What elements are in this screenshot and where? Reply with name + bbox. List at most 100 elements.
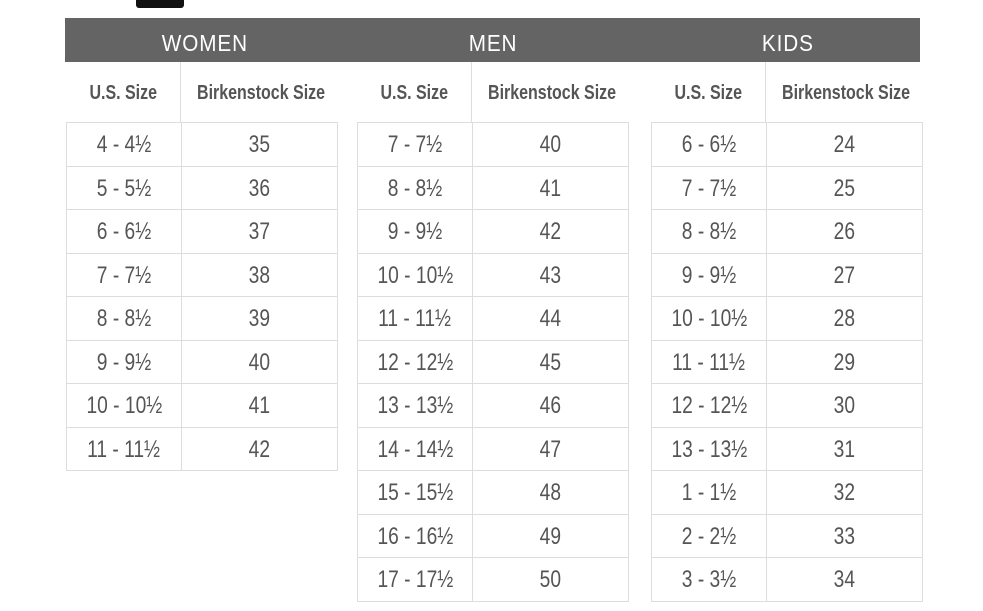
us-size-cell: 9 - 9½ (67, 340, 182, 383)
table-row: 6 - 6½ 24 (652, 123, 922, 167)
birkenstock-size-cell: 43 (539, 261, 562, 289)
us-size-cell: 6 - 6½ (67, 210, 182, 253)
us-size-header: U.S. Size (89, 82, 157, 104)
us-size-cell: 11 - 11½ (652, 340, 767, 383)
us-size-cell: 7 - 7½ (652, 166, 767, 209)
us-size-cell: 10 - 10½ (652, 297, 767, 340)
men-title: MEN (468, 30, 518, 56)
us-size-cell: 12 - 12½ (358, 340, 473, 383)
birkenstock-size-cell: 33 (833, 522, 856, 550)
birkenstock-size-cell: 36 (248, 174, 271, 202)
birkenstock-size-header: Birkenstock Size (197, 82, 326, 104)
table-row: 10 - 10½ 28 (652, 297, 922, 341)
table-row: 7 - 7½ 38 (67, 253, 337, 297)
table-row: 11 - 11½ 42 (67, 427, 337, 471)
us-size-cell: 15 - 15½ (358, 471, 473, 514)
us-size-cell: 13 - 13½ (652, 427, 767, 470)
us-size-cell: 4 - 4½ (67, 123, 182, 166)
birkenstock-size-cell: 50 (539, 566, 562, 593)
table-row: 10 - 10½ 41 (67, 384, 337, 428)
us-size-header: U.S. Size (380, 82, 448, 104)
table-row: 13 - 13½ 46 (358, 384, 628, 428)
table-row: 10 - 10½ 43 (358, 253, 628, 297)
table-row: 2 - 2½ 33 (652, 514, 922, 558)
birkenstock-size-cell: 39 (248, 305, 271, 332)
birkenstock-size-cell: 45 (539, 348, 562, 376)
us-size-cell: 9 - 9½ (358, 210, 473, 253)
us-size-cell: 3 - 3½ (652, 558, 767, 601)
birkenstock-size-header: Birkenstock Size (488, 82, 617, 104)
birkenstock-size-cell: 37 (248, 218, 271, 245)
us-size-cell: 17 - 17½ (358, 558, 473, 601)
birkenstock-size-cell: 26 (833, 218, 856, 245)
us-size-cell: 12 - 12½ (652, 384, 767, 427)
birkenstock-size-cell: 29 (833, 348, 856, 376)
table-row: 12 - 12½ 45 (358, 340, 628, 384)
size-rows: 7 - 7½ 40 8 - 8½ 41 9 - 9½ 42 10 - 10½ 43 11 - 1… (357, 122, 629, 602)
birkenstock-size-cell: 27 (833, 261, 856, 289)
table-row: 6 - 6½ 37 (67, 210, 337, 254)
birkenstock-size-cell: 49 (539, 522, 562, 550)
header-divider (765, 62, 766, 122)
table-row: 11 - 11½ 44 (358, 297, 628, 341)
table-row: 14 - 14½ 47 (358, 427, 628, 471)
birkenstock-size-cell: 24 (833, 131, 856, 158)
birkenstock-size-cell: 32 (833, 479, 856, 506)
birkenstock-size-cell: 47 (539, 435, 562, 463)
birkenstock-size-cell: 30 (833, 392, 856, 419)
table-row: 8 - 8½ 39 (67, 297, 337, 341)
header-divider (471, 62, 472, 122)
birkenstock-size-cell: 42 (248, 435, 271, 463)
zoom-tooltip: Zoom (136, 0, 184, 8)
table-row: 16 - 16½ 49 (358, 514, 628, 558)
birkenstock-size-cell: 28 (833, 305, 856, 332)
birkenstock-size-cell: 42 (539, 218, 562, 245)
table-row: 7 - 7½ 40 (358, 123, 628, 167)
birkenstock-size-cell: 46 (539, 392, 562, 419)
table-row: 1 - 1½ 32 (652, 471, 922, 515)
table-row: 9 - 9½ 27 (652, 253, 922, 297)
us-size-cell: 6 - 6½ (652, 123, 767, 166)
us-size-cell: 11 - 11½ (67, 427, 182, 470)
us-size-cell: 14 - 14½ (358, 427, 473, 470)
us-size-cell: 1 - 1½ (652, 471, 767, 514)
table-row: 9 - 9½ 42 (358, 210, 628, 254)
us-size-cell: 10 - 10½ (358, 253, 473, 296)
birkenstock-size-cell: 35 (248, 131, 271, 158)
birkenstock-size-cell: 38 (248, 261, 271, 289)
us-size-cell: 8 - 8½ (358, 166, 473, 209)
us-size-cell: 2 - 2½ (652, 514, 767, 557)
birkenstock-size-cell: 40 (248, 348, 271, 376)
birkenstock-size-cell: 48 (539, 479, 562, 506)
us-size-cell: 7 - 7½ (67, 253, 182, 296)
us-size-cell: 8 - 8½ (652, 210, 767, 253)
us-size-cell: 16 - 16½ (358, 514, 473, 557)
table-row: 7 - 7½ 25 (652, 166, 922, 210)
kids-title: KIDS (761, 30, 814, 56)
us-size-cell: 9 - 9½ (652, 253, 767, 296)
table-row: 4 - 4½ 35 (67, 123, 337, 167)
size-rows: 4 - 4½ 35 5 - 5½ 36 6 - 6½ 37 7 - 7½ 38 8 - 8½ 39… (66, 122, 338, 471)
table-row: 8 - 8½ 41 (358, 166, 628, 210)
birkenstock-size-cell: 44 (539, 305, 562, 332)
size-rows: 6 - 6½ 24 7 - 7½ 25 8 - 8½ 26 9 - 9½ 27 10 - 10½… (651, 122, 923, 602)
us-size-cell: 11 - 11½ (358, 297, 473, 340)
table-row: 5 - 5½ 36 (67, 166, 337, 210)
table-row: 3 - 3½ 34 (652, 558, 922, 602)
table-row: 8 - 8½ 26 (652, 210, 922, 254)
birkenstock-size-cell: 34 (833, 566, 856, 593)
table-row: 9 - 9½ 40 (67, 340, 337, 384)
table-row: 11 - 11½ 29 (652, 340, 922, 384)
birkenstock-size-cell: 25 (833, 174, 856, 202)
us-size-cell: 5 - 5½ (67, 166, 182, 209)
us-size-cell: 8 - 8½ (67, 297, 182, 340)
table-row: 15 - 15½ 48 (358, 471, 628, 515)
women-title: WOMEN (161, 30, 248, 56)
us-size-cell: 10 - 10½ (67, 384, 182, 427)
table-row: 12 - 12½ 30 (652, 384, 922, 428)
table-row: 13 - 13½ 31 (652, 427, 922, 471)
us-size-header: U.S. Size (674, 82, 742, 104)
us-size-cell: 13 - 13½ (358, 384, 473, 427)
birkenstock-size-header: Birkenstock Size (782, 82, 911, 104)
birkenstock-size-cell: 40 (539, 131, 562, 158)
